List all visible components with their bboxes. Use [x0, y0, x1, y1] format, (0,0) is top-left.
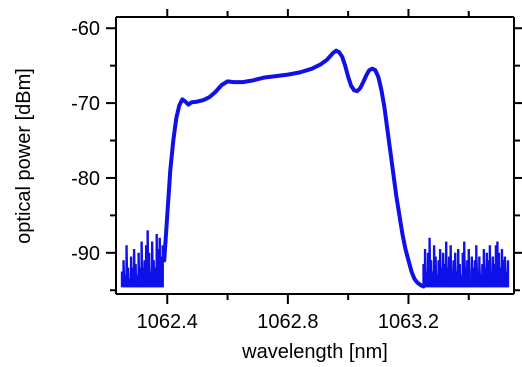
spectrum-line: [162, 48, 426, 289]
y-tick-label: -60: [71, 18, 100, 40]
x-tick-label: 1063.2: [378, 311, 439, 333]
x-tick-label: 1062.8: [257, 311, 318, 333]
y-tick-label: -90: [71, 243, 100, 265]
axis-ticks: [106, 9, 522, 304]
x-tick-label: 1062.4: [137, 311, 198, 333]
y-tick-label: -70: [71, 93, 100, 115]
y-axis-label: optical power [dBm]: [13, 68, 35, 244]
y-tick-label: -80: [71, 168, 100, 190]
plot-frame: [115, 16, 515, 295]
x-axis-label: wavelength [nm]: [241, 341, 388, 363]
tick-labels: 1062.4 1062.8 1063.2 -60 -70 -80 -90: [71, 18, 439, 333]
series-layer: [120, 48, 510, 289]
